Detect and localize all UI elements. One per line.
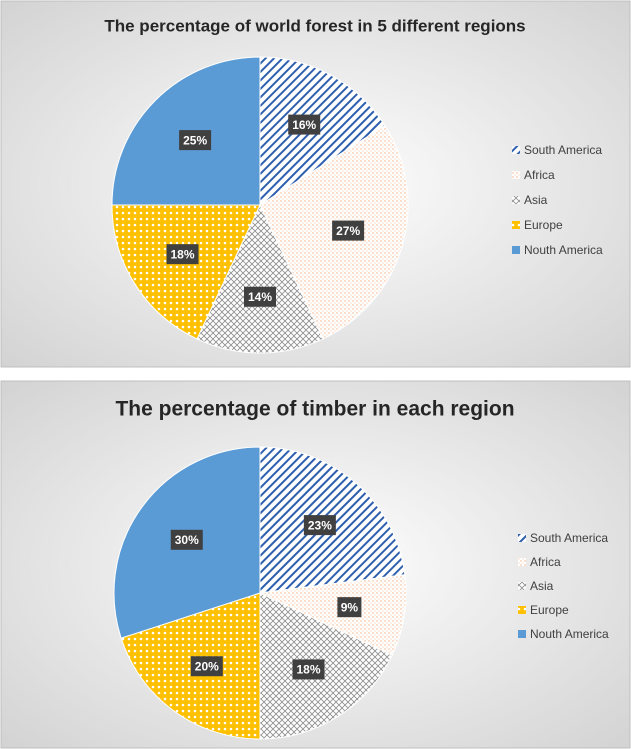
pie-slice	[259, 56, 386, 206]
pie-slice	[259, 592, 393, 740]
pie-slice	[111, 204, 261, 340]
label-box	[244, 286, 276, 307]
legend-swatch	[512, 221, 520, 229]
legend-swatch	[512, 146, 520, 154]
legend-swatch	[518, 558, 526, 566]
legend-swatch	[512, 171, 520, 179]
pie-slice	[196, 203, 324, 354]
data-label: 9%	[341, 600, 359, 614]
legend-label: South America	[524, 143, 602, 157]
data-label: 30%	[175, 533, 199, 547]
legend-label: Nouth America	[524, 243, 603, 257]
legend-label: Asia	[524, 193, 548, 207]
data-label: 18%	[171, 247, 195, 261]
label-box	[303, 515, 336, 536]
legend-label: Africa	[530, 555, 561, 569]
label-box	[166, 244, 199, 265]
label-box	[170, 529, 203, 550]
label-box	[190, 656, 223, 677]
data-label: 18%	[296, 663, 320, 677]
legend-swatch	[518, 630, 526, 638]
data-label: 16%	[292, 118, 316, 132]
label-box	[332, 220, 365, 241]
legend-swatch	[512, 246, 520, 254]
legend-label: Nouth America	[530, 627, 609, 641]
data-label: 20%	[195, 659, 219, 673]
pie-slice	[258, 574, 407, 656]
data-label: 25%	[183, 133, 207, 147]
legend-swatch	[518, 606, 526, 614]
pie-slice	[120, 592, 261, 740]
legend-label: Africa	[524, 168, 555, 182]
legend-label: South America	[530, 531, 608, 545]
legend-swatch	[512, 196, 520, 204]
data-label: 14%	[248, 290, 272, 304]
data-label: 27%	[336, 224, 360, 238]
legend-swatch	[518, 534, 526, 542]
legend-swatch	[518, 582, 526, 590]
data-label: 23%	[308, 518, 332, 532]
label-box	[337, 597, 362, 618]
label-box	[288, 114, 321, 135]
label-box	[292, 659, 325, 680]
chart-title: The percentage of world forest in 5 diff…	[104, 16, 525, 35]
legend-label: Asia	[530, 579, 554, 593]
legend-label: Europe	[530, 603, 569, 617]
chart-title: The percentage of timber in each region	[115, 398, 514, 421]
legend-label: Europe	[524, 218, 563, 232]
label-box	[179, 130, 212, 151]
